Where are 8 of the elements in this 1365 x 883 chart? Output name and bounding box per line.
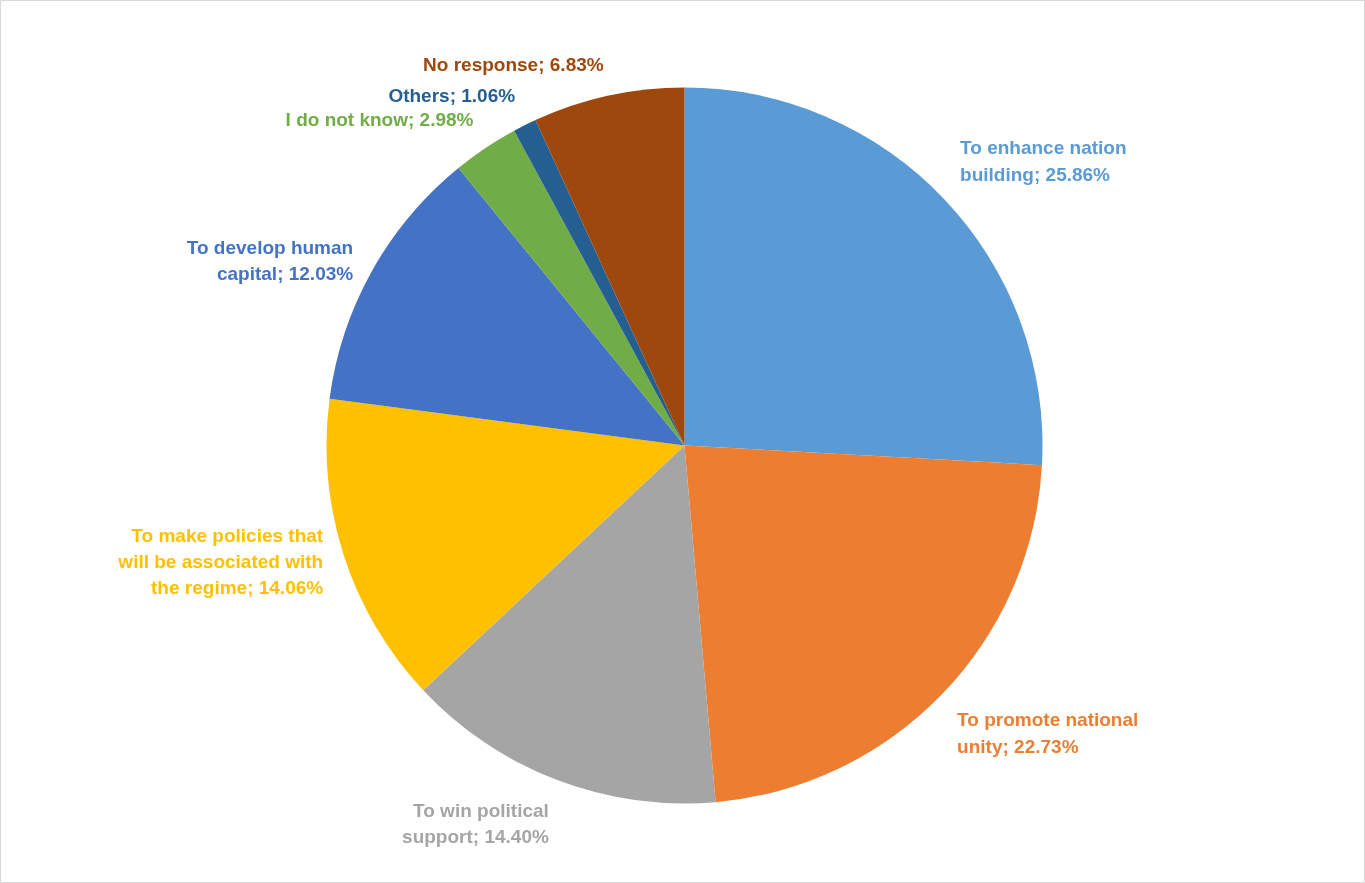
slice-label: No response; 6.83% [423, 53, 604, 75]
slice-label: Others; 1.06% [388, 84, 516, 106]
slice-label: To promote national unity; 22.73% [957, 709, 1139, 757]
slice-label: To develop human capital; 12.03% [186, 236, 354, 285]
slice-label: I do not know; 2.98% [285, 109, 474, 131]
slice-label: To make policies that will be associated with the regime; 14.06% [117, 524, 324, 599]
slice-label: To win political support; 14.40% [402, 799, 549, 848]
slice-label: To enhance nation building; 25.86% [960, 137, 1127, 185]
